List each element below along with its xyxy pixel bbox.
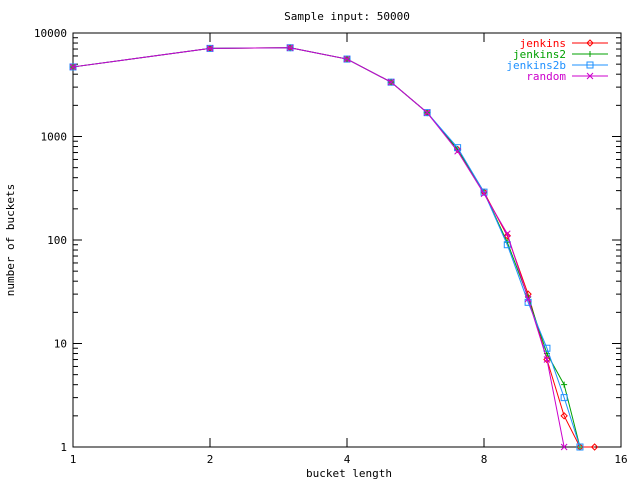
axis-ticks: 1 2 4 8 16 1 10 100 1000 10000 [34,27,628,466]
legend-entry: random [526,70,608,83]
data-point-marker [206,45,214,52]
data-point-marker [576,443,584,451]
x-axis-label: bucket length [306,467,392,480]
data-point-marker [503,232,511,240]
series-line [72,47,595,448]
legend-label: jenkins2b [506,59,566,72]
data-point-marker [586,72,594,80]
y-tick-label: 1 [60,441,67,454]
legend-label: jenkins2 [513,48,566,61]
data-point-marker [423,109,431,117]
chart-title: Sample input: 50000 [284,10,410,23]
series-jenkins [69,44,599,451]
x-tick-label: 16 [614,453,627,466]
legend-label: jenkins [520,37,566,50]
series-layer [69,44,599,451]
data-point-marker [503,230,511,238]
legend-entry: jenkins2b [506,59,608,72]
data-point-marker [524,295,532,303]
y-tick-label: 100 [47,234,67,247]
data-point-marker [587,51,593,57]
series-random [69,44,568,451]
y-tick-label: 10 [54,338,67,351]
data-point-marker [560,412,568,420]
data-point-marker [543,356,551,363]
data-point-marker [560,443,568,451]
data-point-marker [387,78,395,86]
x-tick-label: 1 [70,453,77,466]
x-tick-label: 4 [344,453,351,466]
data-point-marker [423,109,431,117]
data-point-marker [561,381,568,388]
y-tick-label: 1000 [41,131,68,144]
data-point-marker [586,61,594,69]
series-jenkins2b [69,44,584,451]
data-point-marker [480,188,488,196]
x-tick-label: 8 [481,453,488,466]
data-point-marker [590,443,599,451]
legend-label: random [526,70,566,83]
data-point-marker [286,44,294,52]
data-point-marker [343,55,351,63]
series-line [72,47,565,448]
legend-entry: jenkins [520,37,608,50]
data-point-marker [69,63,77,71]
y-axis-label: number of buckets [4,184,17,297]
data-point-marker [454,147,461,155]
legend-entry: jenkins2 [513,48,608,61]
plot-frame [72,32,622,448]
data-point-marker [586,39,594,47]
x-tick-label: 2 [207,453,214,466]
data-point-marker [387,78,395,86]
data-point-marker [343,55,351,63]
y-tick-label: 10000 [34,27,67,40]
data-point-marker [560,394,568,402]
data-point-marker [480,190,488,198]
